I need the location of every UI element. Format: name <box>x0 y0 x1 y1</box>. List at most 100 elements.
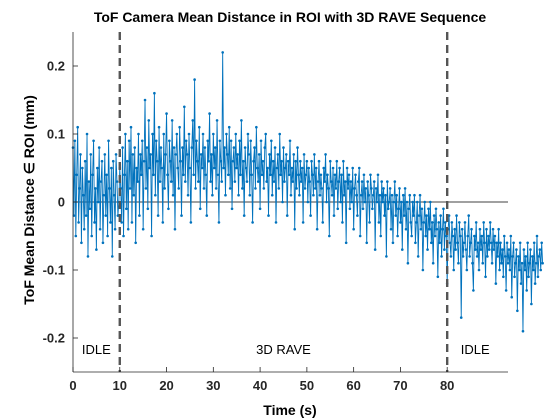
y-tick-label: -0.1 <box>43 263 65 278</box>
data-point <box>161 221 165 224</box>
data-point <box>279 173 282 177</box>
data-point <box>481 261 485 265</box>
data-point <box>293 227 297 231</box>
data-point <box>383 214 386 217</box>
data-point <box>249 139 253 143</box>
data-point <box>124 132 127 136</box>
data-point <box>503 255 507 258</box>
data-point <box>278 132 282 136</box>
data-point <box>255 166 259 170</box>
data-point <box>312 193 315 197</box>
data-point <box>341 221 344 224</box>
data-point <box>179 159 182 163</box>
data-point <box>116 214 120 217</box>
data-point <box>392 200 396 204</box>
data-point <box>221 51 224 54</box>
data-point <box>327 187 330 190</box>
data-point <box>538 248 542 251</box>
data-point <box>127 139 131 143</box>
data-point <box>79 153 82 156</box>
data-point <box>535 234 539 238</box>
data-point <box>410 234 413 238</box>
y-tick-label: -0.2 <box>43 331 65 346</box>
data-point <box>313 187 317 190</box>
data-point <box>521 329 525 333</box>
data-point <box>337 180 340 183</box>
data-point <box>256 180 260 183</box>
data-point <box>504 289 508 292</box>
x-tick-label: 30 <box>206 378 220 393</box>
data-point <box>328 234 331 238</box>
data-point <box>318 193 322 197</box>
data-point <box>308 180 311 183</box>
data-point <box>517 268 521 272</box>
data-point <box>260 173 264 177</box>
data-point <box>335 159 339 163</box>
data-point <box>426 248 429 251</box>
data-point <box>241 187 244 190</box>
data-point <box>106 234 109 238</box>
data-point <box>377 221 381 224</box>
data-point <box>488 221 492 224</box>
data-point <box>541 261 544 265</box>
data-point <box>394 214 398 217</box>
data-point <box>407 207 411 211</box>
phase-label: 3D RAVE <box>256 342 311 357</box>
data-point <box>190 146 194 149</box>
data-point <box>386 207 390 211</box>
data-point <box>509 234 513 238</box>
data-point <box>371 207 374 211</box>
data-point <box>510 295 514 299</box>
data-point <box>405 200 409 204</box>
data-point <box>295 187 298 190</box>
x-tick-label: 10 <box>113 378 127 393</box>
data-point <box>485 227 488 231</box>
data-point <box>429 200 432 204</box>
data-point <box>135 166 138 170</box>
data-point <box>476 241 480 245</box>
data-point <box>294 159 297 163</box>
data-point <box>115 180 119 183</box>
data-point <box>288 139 292 143</box>
data-point <box>339 200 342 204</box>
data-point <box>173 227 177 231</box>
data-point <box>122 234 125 238</box>
data-point <box>301 221 305 224</box>
data-point <box>345 166 349 170</box>
data-point <box>537 255 541 258</box>
data-point <box>123 173 126 177</box>
data-point <box>206 139 210 143</box>
data-point <box>522 248 526 251</box>
data-point <box>451 234 455 238</box>
data-point <box>380 180 384 183</box>
data-point <box>302 153 306 156</box>
data-point <box>489 241 493 245</box>
data-point <box>530 302 533 306</box>
data-point <box>216 173 220 177</box>
data-point <box>194 187 197 190</box>
data-point <box>88 207 92 211</box>
data-point <box>325 200 328 204</box>
data-point <box>197 180 200 183</box>
data-point <box>210 153 213 156</box>
data-point <box>413 193 416 197</box>
plot-area: IDLE 3D RAVE IDLE 0 10 20 30 40 50 60 70 80 0.2 0.1 0 -… <box>43 32 544 393</box>
data-point <box>437 221 441 224</box>
data-point <box>172 146 176 149</box>
data-point <box>286 159 290 163</box>
data-point <box>360 180 364 183</box>
data-point <box>379 234 383 238</box>
data-point <box>148 166 152 170</box>
data-point <box>152 173 155 177</box>
data-point <box>473 234 476 238</box>
data-point <box>385 255 388 258</box>
data-point <box>91 173 94 177</box>
data-point <box>253 146 256 149</box>
data-point <box>396 234 399 238</box>
data-point <box>501 248 504 251</box>
data-point <box>409 221 413 224</box>
x-tick-label: 40 <box>253 378 267 393</box>
data-point <box>507 248 511 251</box>
data-point <box>73 139 77 143</box>
data-point <box>197 125 201 129</box>
